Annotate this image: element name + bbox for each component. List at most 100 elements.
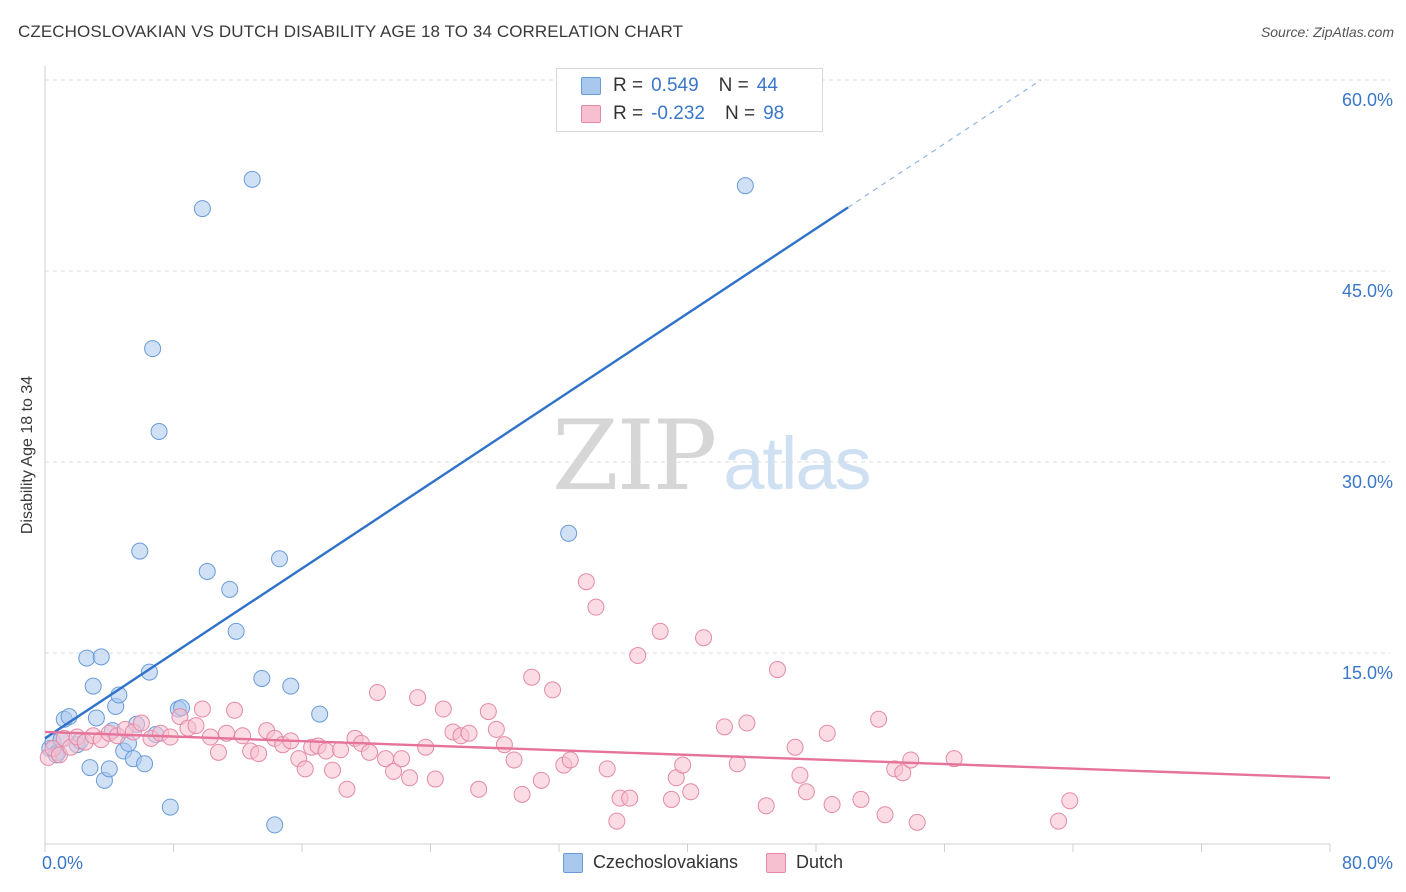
legend-n-value: 44 <box>756 75 778 96</box>
czechoslovakian-point <box>736 177 754 195</box>
x-tick-label: 0.0% <box>42 853 83 873</box>
watermark-zip: ZIP <box>552 400 717 512</box>
dutch-point <box>797 783 815 801</box>
legend-n-value: 98 <box>763 103 785 124</box>
czechoslovakian-point <box>136 755 154 773</box>
dutch-point <box>332 741 350 759</box>
legend-item-dutch[interactable]: Dutch <box>766 852 843 873</box>
czechoslovakian-trend-extension <box>847 79 1042 208</box>
dutch-point <box>715 718 733 736</box>
legend-r-value: -0.232 <box>651 103 705 124</box>
czechoslovakian-point <box>560 524 578 542</box>
dutch-point <box>532 771 550 789</box>
czechoslovakian-point <box>253 669 271 687</box>
legend-item-czechoslovakians[interactable]: Czechoslovakians <box>562 852 738 873</box>
dutch-point <box>894 764 912 782</box>
legend-n-label: N = <box>718 75 749 96</box>
dutch-trend-line <box>44 730 1331 779</box>
dutch-point <box>786 738 804 756</box>
y-tick-label: 15.0% <box>1342 663 1393 683</box>
dutch-point <box>193 700 211 718</box>
czechoslovakian-point <box>198 563 216 581</box>
dutch-point <box>409 689 427 707</box>
czechoslovakian-point <box>282 677 300 695</box>
legend-label-dutch: Dutch <box>796 852 844 872</box>
dutch-point <box>317 742 335 760</box>
dutch-point <box>401 769 419 787</box>
dutch-point <box>818 724 836 742</box>
czechoslovakian-point <box>271 550 289 568</box>
dutch-point <box>513 785 531 803</box>
legend-n-label: N = <box>724 103 756 124</box>
legend-r-label: R = <box>613 103 644 124</box>
axis-layer <box>44 66 1331 852</box>
watermark-atlas: atlas <box>723 422 871 505</box>
dutch-point <box>768 661 786 679</box>
chart-title: CZECHOSLOVAKIAN VS DUTCH DISABILITY AGE … <box>18 22 684 41</box>
watermark: ZIP atlas <box>552 400 872 512</box>
dutch-point <box>368 683 386 701</box>
dutch-point <box>587 598 605 616</box>
source-label: Source: ZipAtlas.com <box>1260 24 1394 40</box>
dutch-point <box>338 780 356 798</box>
dutch-point <box>823 796 841 814</box>
dutch-point <box>757 797 775 815</box>
dutch-point <box>629 647 647 665</box>
legend-swatch-dutch <box>766 852 787 873</box>
correlation-legend: R = 0.549 N = 44 R = -0.232 N = 98 <box>556 68 823 132</box>
legend-swatch-czechoslovakians <box>562 852 583 873</box>
dutch-point <box>250 745 268 763</box>
czechoslovakian-point <box>243 170 261 188</box>
dutch-point <box>426 770 444 788</box>
czechoslovakian-point <box>131 542 149 560</box>
czechoslovakian-trend-line <box>44 206 849 740</box>
dutch-point <box>495 736 513 754</box>
dutch-point <box>695 629 713 647</box>
dutch-point <box>791 766 809 784</box>
y-tick-label: 45.0% <box>1342 281 1393 301</box>
dutch-point <box>479 703 497 721</box>
dutch-point <box>674 756 692 774</box>
legend-row-dutch: R = -0.232 N = 98 <box>581 101 784 127</box>
dutch-point <box>1061 792 1079 810</box>
dutch-point <box>598 760 616 778</box>
y-tick-label: 60.0% <box>1342 90 1393 110</box>
grid-layer <box>45 79 1390 654</box>
dutch-point <box>385 762 403 780</box>
legend-swatch-czechoslovakians <box>581 77 601 95</box>
dutch-point <box>187 717 205 735</box>
czechoslovakian-point <box>140 663 158 681</box>
dutch-point <box>209 743 227 761</box>
series-legend: Czechoslovakians Dutch <box>0 852 1406 873</box>
tick-label-layer: 15.0% 30.0% 45.0% 60.0% 0.0% 80.0% <box>42 90 1393 873</box>
dutch-point <box>870 710 888 728</box>
czechoslovakian-point <box>193 200 211 218</box>
dutch-point <box>651 622 669 640</box>
czechoslovakian-point <box>87 709 105 727</box>
trend-layer <box>44 79 1331 779</box>
dutch-point <box>945 750 963 768</box>
legend-r-label: R = <box>613 75 644 96</box>
dutch-point <box>132 714 150 732</box>
dutch-point <box>434 700 452 718</box>
dutch-point <box>417 738 435 756</box>
dutch-point <box>561 751 579 769</box>
dutch-point <box>621 789 639 807</box>
dutch-point <box>324 761 342 779</box>
dutch-point <box>226 701 244 719</box>
dutch-point <box>728 755 746 773</box>
dutch-point <box>577 573 595 591</box>
czechoslovakian-point <box>266 816 284 834</box>
czechoslovakian-point <box>81 759 99 777</box>
czechoslovakian-point <box>92 648 110 666</box>
czechoslovakian-point <box>221 580 239 598</box>
legend-r-value: 0.549 <box>651 75 699 96</box>
dutch-point <box>470 780 488 798</box>
dutch-point <box>296 760 314 778</box>
dutch-point <box>544 681 562 699</box>
czechoslovakian-point <box>161 798 179 816</box>
dutch-point <box>682 783 700 801</box>
dutch-point <box>487 720 505 738</box>
dutch-point <box>360 743 378 761</box>
